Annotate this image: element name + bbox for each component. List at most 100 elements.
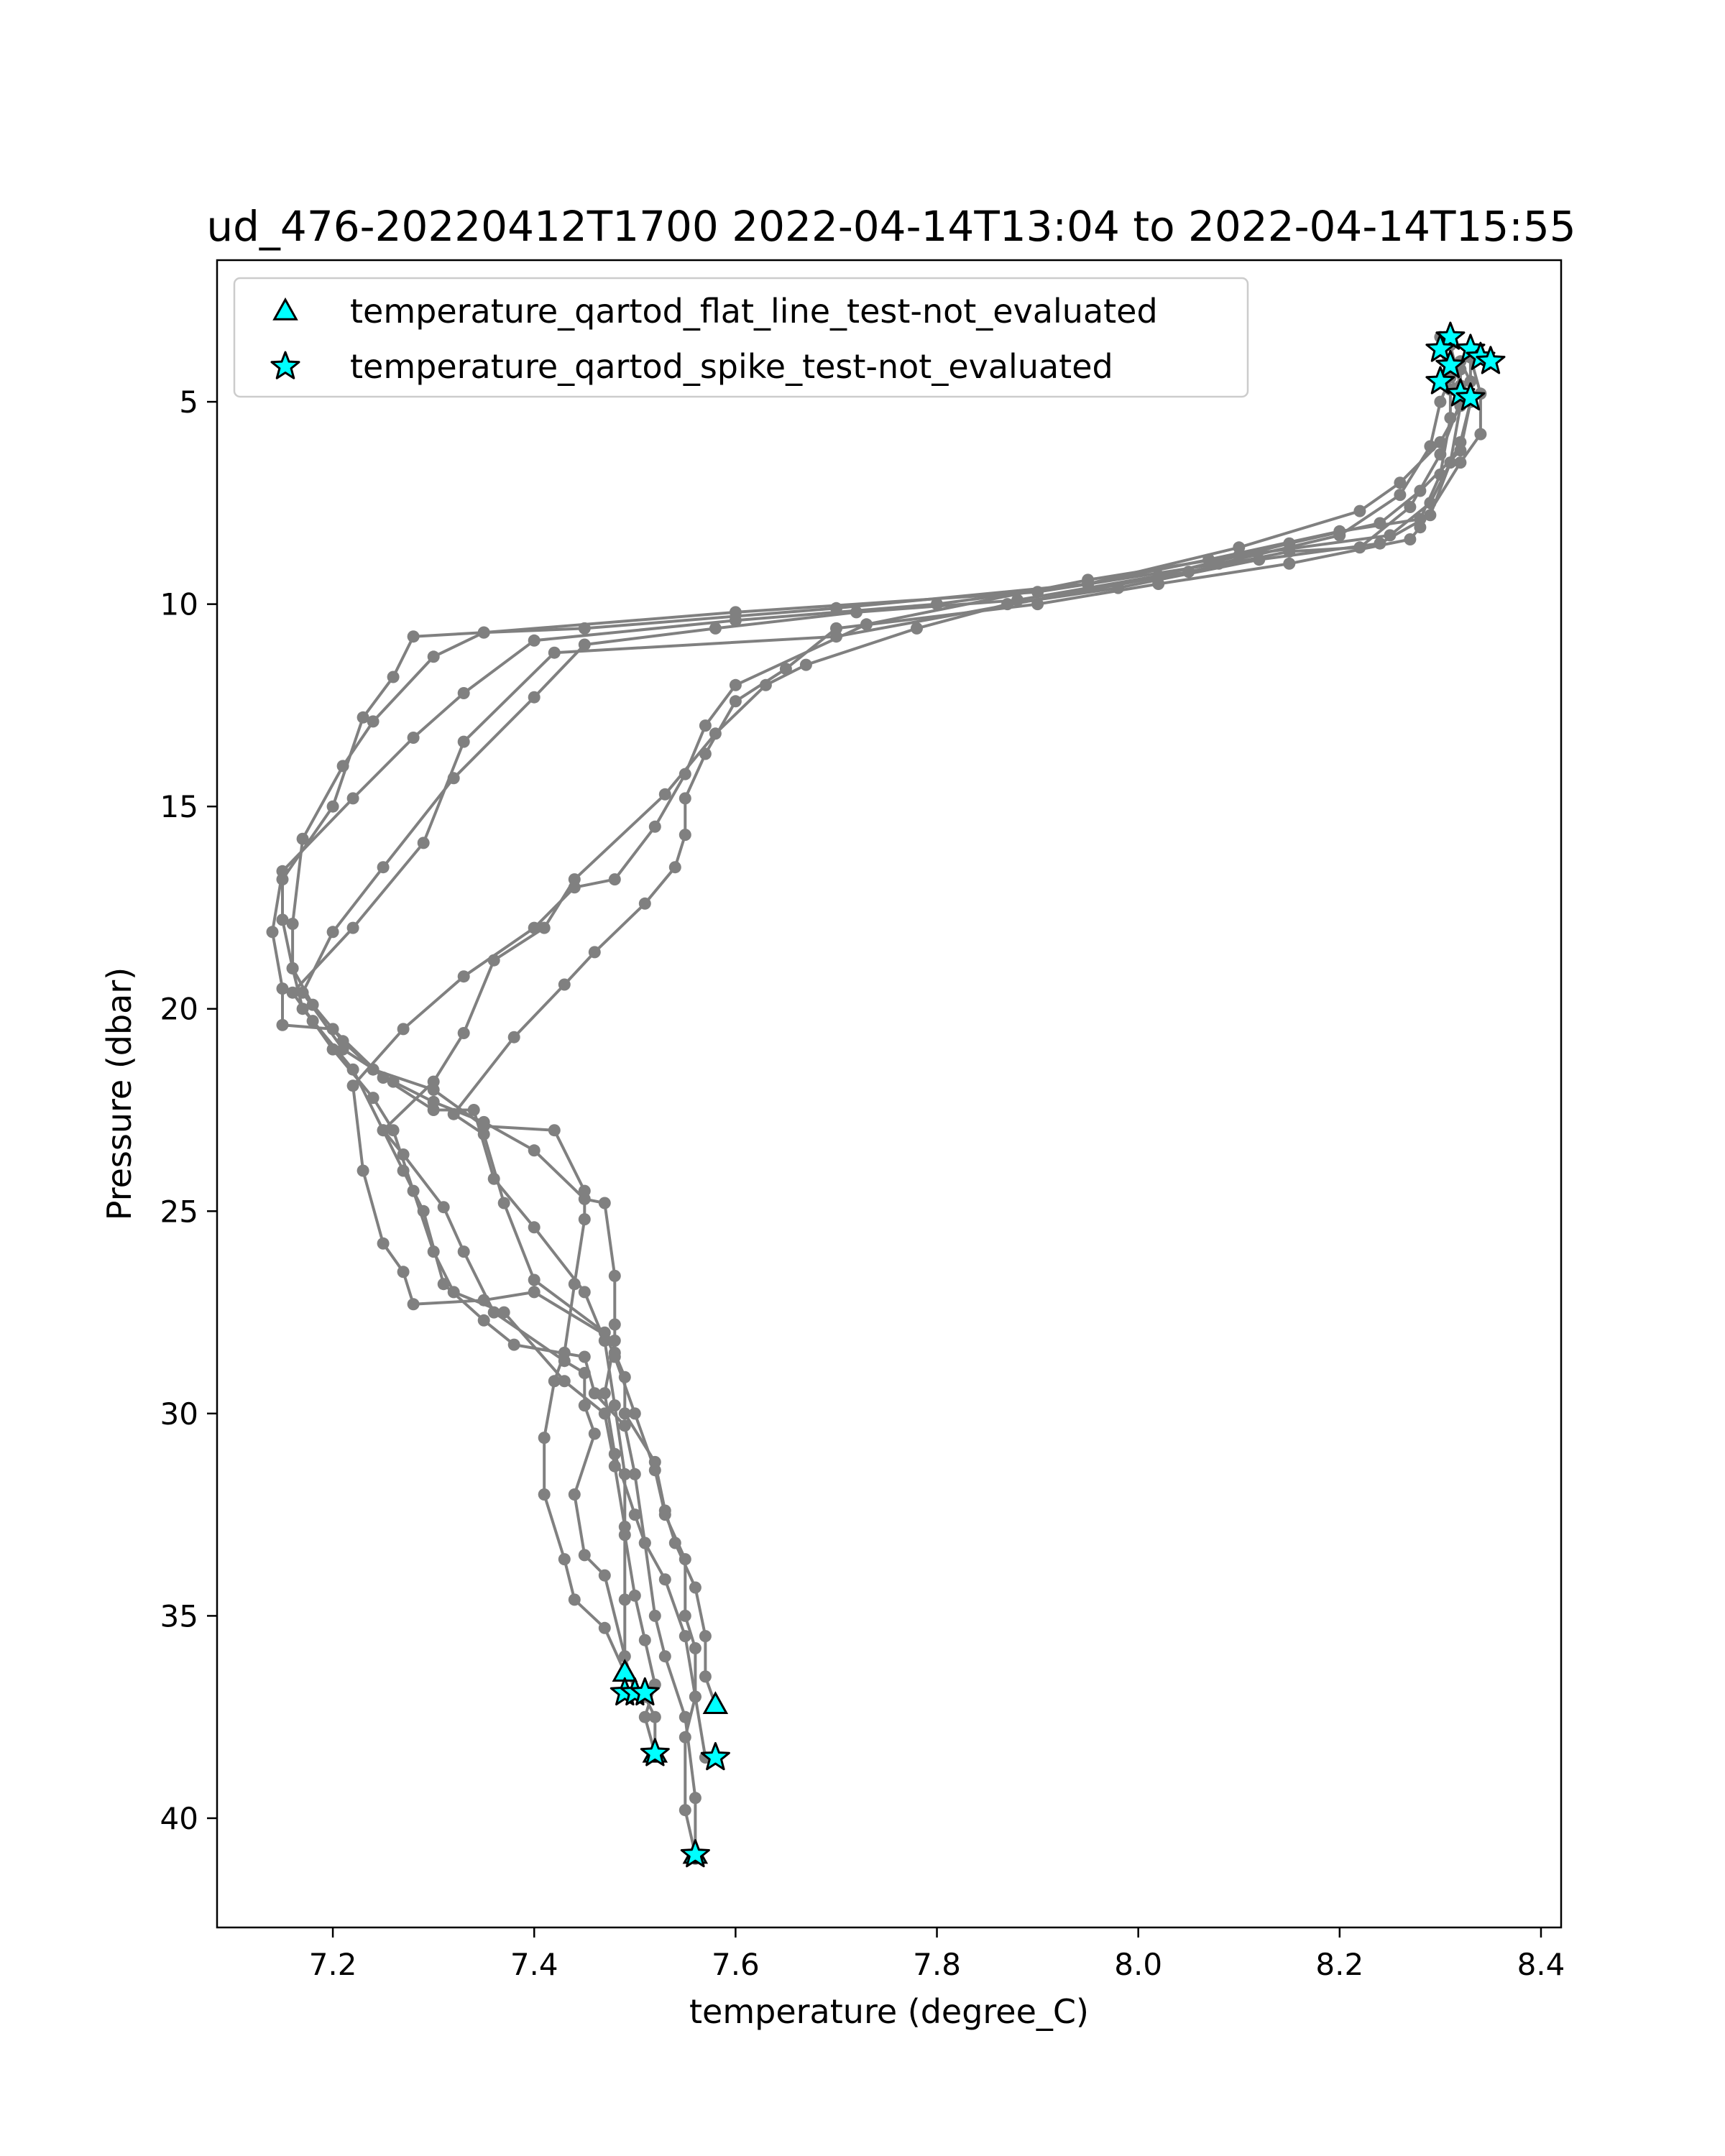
x-axis: 7.2 7.4 7.6 7.8 8.0 8.2 8.4 — [309, 1927, 1565, 1982]
profile-point — [699, 719, 712, 732]
profile-point — [528, 691, 540, 704]
profile-point — [447, 772, 460, 785]
profile-point — [598, 1197, 611, 1210]
profile-point — [427, 1083, 440, 1096]
profile-point — [799, 658, 812, 671]
profile-point — [437, 1201, 450, 1214]
profile-point — [648, 1609, 661, 1622]
profile-point — [387, 671, 400, 683]
profile-point — [346, 921, 359, 934]
legend-star-marker — [270, 351, 300, 379]
profile-point — [397, 1266, 410, 1279]
profile-point — [528, 1273, 540, 1286]
profile-point — [618, 1468, 631, 1480]
profile-point — [628, 1589, 641, 1602]
plot-area — [216, 259, 1563, 1929]
profile-point — [598, 1335, 611, 1347]
profile-point — [367, 715, 380, 728]
profile-point — [427, 1245, 440, 1258]
spike-flag-marker — [640, 1738, 670, 1766]
profile-point — [830, 622, 842, 635]
profile-point — [286, 918, 299, 930]
profile-point — [276, 982, 289, 995]
profile-point — [598, 1387, 611, 1400]
profile-point — [689, 1581, 702, 1594]
profile-series — [296, 351, 1477, 1711]
profile-point — [377, 1237, 390, 1250]
profile-point — [306, 1015, 319, 1028]
profile-point — [346, 1079, 359, 1092]
profile-point — [638, 1710, 651, 1723]
profile-point — [598, 1569, 611, 1582]
profile-point — [427, 650, 440, 663]
profile-point — [528, 1286, 540, 1299]
profile-point — [648, 820, 661, 833]
profile-point — [699, 1630, 712, 1643]
profile-point — [467, 1104, 480, 1116]
profile-point — [558, 978, 571, 991]
y-tick-label: 10 — [160, 587, 198, 622]
profile-point — [618, 1593, 631, 1606]
profile-point — [628, 1468, 641, 1480]
profile-point — [296, 832, 309, 845]
profile-point — [1253, 553, 1266, 566]
profile-point — [266, 926, 279, 939]
profile-point — [497, 1306, 510, 1319]
profile-line — [271, 336, 1452, 1754]
profile-point — [1404, 501, 1417, 513]
profile-point — [678, 768, 691, 780]
profile-point — [598, 1621, 611, 1634]
profile-point — [528, 1221, 540, 1234]
profile-point — [538, 921, 551, 934]
profile-point — [1454, 444, 1467, 457]
y-tick-label: 15 — [160, 789, 198, 824]
profile-point — [578, 622, 591, 635]
profile-point — [689, 1642, 702, 1654]
profile-point — [648, 1710, 661, 1723]
y-tick-label: 25 — [160, 1194, 198, 1229]
profile-point — [558, 1346, 571, 1359]
profile-point — [578, 638, 591, 651]
profile-point — [457, 970, 470, 983]
profile-point — [779, 663, 792, 676]
profile-point — [417, 837, 430, 849]
profile-point — [1031, 598, 1044, 611]
profile-point — [699, 747, 712, 760]
profile-point — [618, 1650, 631, 1663]
x-tick-label: 8.4 — [1517, 1947, 1565, 1982]
profile-point — [1283, 537, 1296, 550]
profile-point — [356, 711, 369, 724]
profile-point — [568, 1488, 581, 1501]
y-tick-label: 30 — [160, 1396, 198, 1432]
profile-point — [447, 1286, 460, 1299]
profile-point — [578, 1286, 591, 1299]
profile-point — [678, 1630, 691, 1643]
profile-point — [558, 1553, 571, 1566]
x-tick-label: 7.4 — [510, 1947, 558, 1982]
profile-point — [618, 1529, 631, 1542]
legend-entry: temperature_qartod_flat_line_test-not_ev… — [272, 292, 1158, 331]
profile-point — [477, 1314, 490, 1327]
y-tick-label: 40 — [160, 1801, 198, 1836]
profile-point — [477, 1115, 490, 1128]
profile-point — [276, 865, 289, 877]
legend-label: temperature_qartod_flat_line_test-not_ev… — [350, 292, 1158, 331]
profile-point — [729, 695, 742, 708]
profile-point — [548, 646, 561, 659]
x-tick-label: 7.2 — [309, 1947, 357, 1982]
legend-triangle-marker — [272, 297, 298, 321]
spike-flag-marker — [680, 1839, 710, 1868]
profile-point — [1283, 557, 1296, 570]
profile-point — [658, 1504, 671, 1517]
x-axis-label: temperature (degree_C) — [689, 1992, 1089, 2031]
profile-point — [1404, 533, 1417, 545]
spike-flag-marker — [1425, 333, 1455, 362]
profile-point — [648, 1455, 661, 1468]
profile-point — [397, 1023, 410, 1036]
spike-flag-marker — [1425, 366, 1455, 395]
x-tick-label: 7.8 — [913, 1947, 961, 1982]
profile-point — [568, 1593, 581, 1606]
profile-point — [397, 1148, 410, 1161]
profile-point — [346, 792, 359, 805]
profile-point — [326, 926, 339, 939]
